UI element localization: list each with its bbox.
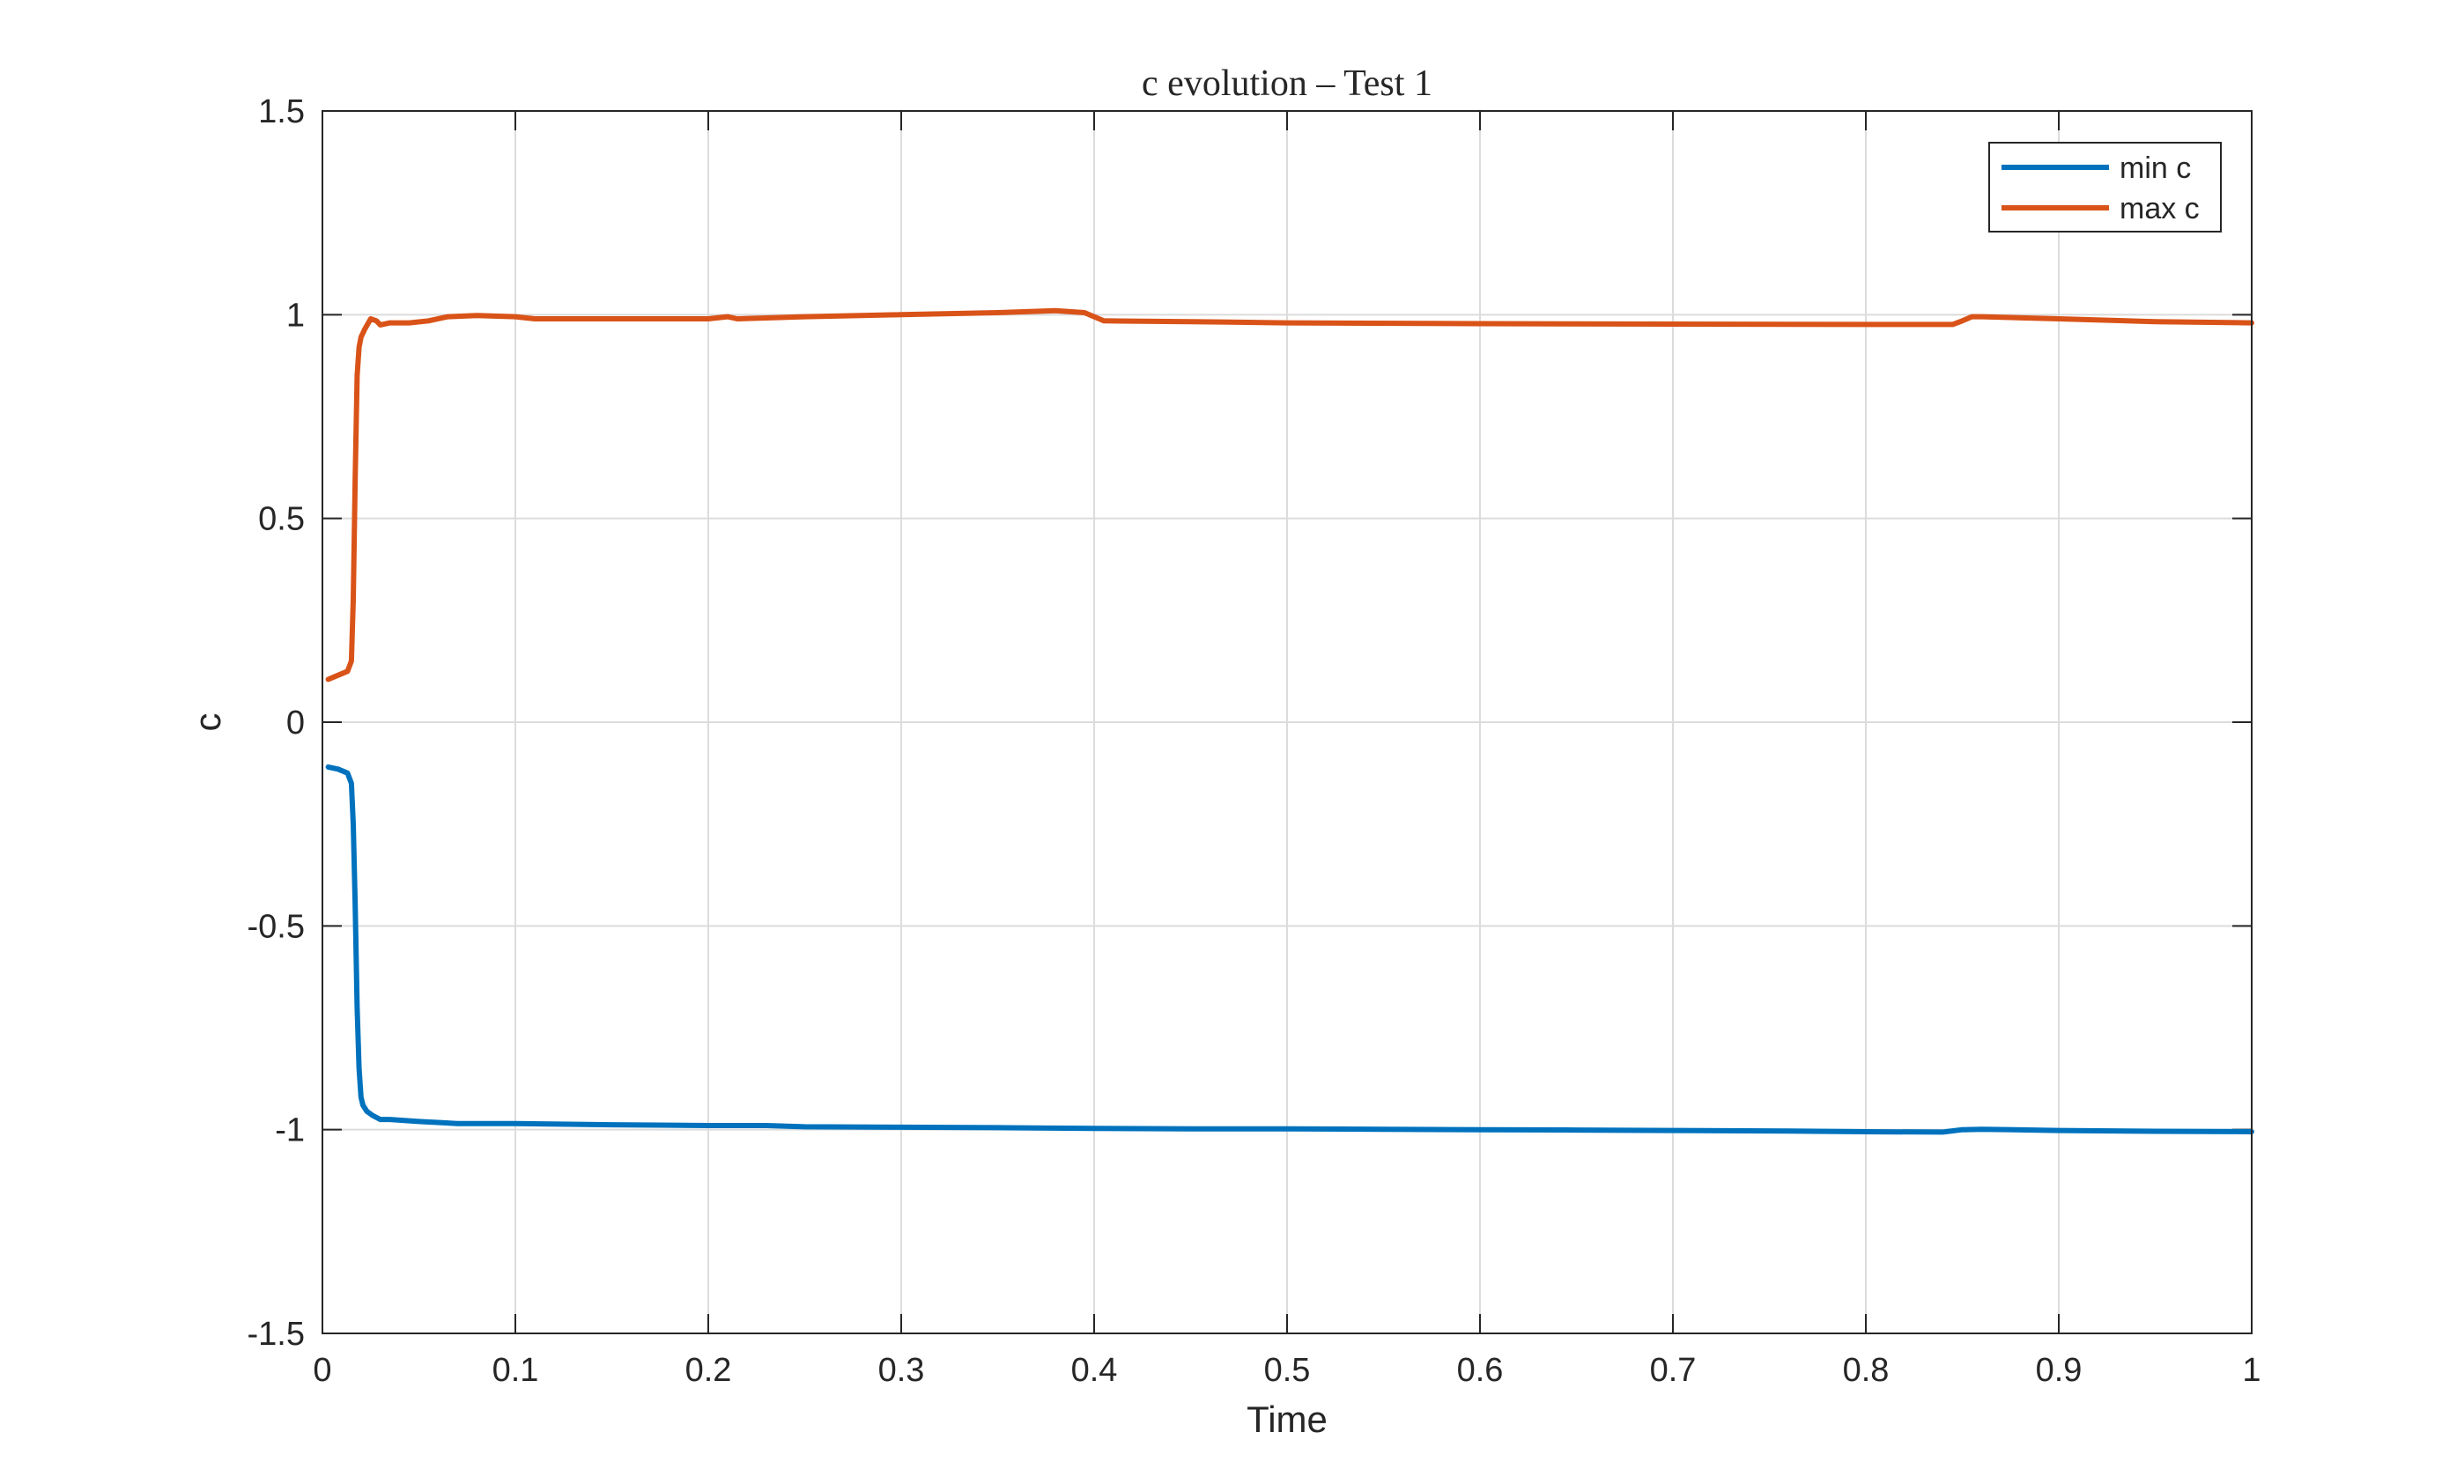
y-tick-label: -0.5 <box>248 908 305 945</box>
chart-title: c evolution – Test 1 <box>1142 63 1432 104</box>
x-tick-label: 0.7 <box>1650 1352 1697 1389</box>
x-tick-label: 0.8 <box>1843 1352 1890 1389</box>
legend-label: min c <box>2120 151 2191 185</box>
y-tick-label: 0 <box>286 705 305 742</box>
y-tick-label: 0.5 <box>258 501 305 538</box>
x-tick-label: 0.1 <box>492 1352 539 1389</box>
x-tick-label: 0.2 <box>685 1352 732 1389</box>
x-tick-label: 0 <box>313 1352 331 1389</box>
series-lines <box>325 307 2254 1135</box>
x-tick-labels: 0 0.1 0.2 0.3 0.4 0.5 0.6 0.7 0.8 0.9 1 <box>313 1352 2261 1389</box>
legend-label: max c <box>2120 192 2200 225</box>
x-tick-label: 0.9 <box>2036 1352 2083 1389</box>
y-tick-label: -1 <box>275 1112 305 1149</box>
y-tick-label: -1.5 <box>248 1316 305 1353</box>
x-tick-label: 0.4 <box>1071 1352 1118 1389</box>
y-tick-label: 1 <box>286 297 305 334</box>
x-tick-label: 0.3 <box>878 1352 925 1389</box>
series-line-max-c <box>325 307 2254 683</box>
series-line-min-c <box>325 764 2254 1135</box>
y-axis-label: c <box>187 713 228 732</box>
legend-box <box>1988 142 2222 233</box>
y-tick-label: 1.5 <box>258 93 305 130</box>
plot-box <box>322 110 2253 1334</box>
x-tick-label: 0.6 <box>1457 1352 1504 1389</box>
legend: min c max c <box>1988 142 2222 233</box>
x-tick-label: 1 <box>2242 1352 2261 1389</box>
y-tick-labels: -1.5 -1 -0.5 0 0.5 1 1.5 <box>248 93 305 1353</box>
x-axis-label: Time <box>1247 1399 1328 1440</box>
x-tick-label: 0.5 <box>1264 1352 1311 1389</box>
